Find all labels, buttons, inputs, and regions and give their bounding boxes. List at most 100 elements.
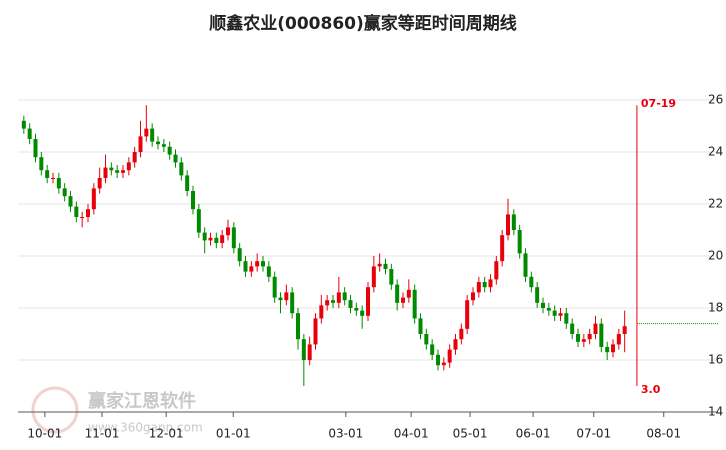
x-tick-label: 03-01 bbox=[328, 427, 363, 441]
candle-body bbox=[27, 128, 32, 139]
candle-body bbox=[482, 282, 487, 288]
candle-body bbox=[91, 188, 96, 210]
candle-body bbox=[97, 178, 102, 189]
watermark-logo bbox=[31, 386, 79, 434]
candle-body bbox=[196, 209, 201, 233]
candle-body bbox=[319, 305, 324, 319]
candle-body bbox=[126, 162, 131, 171]
candle-body bbox=[593, 323, 598, 334]
candle-body bbox=[202, 232, 207, 241]
candle-body bbox=[529, 276, 534, 288]
candle-body bbox=[476, 282, 481, 293]
candle-body bbox=[342, 292, 347, 301]
candle-body bbox=[138, 136, 143, 152]
x-tick-label: 08-01 bbox=[646, 427, 681, 441]
candle-body bbox=[45, 170, 50, 178]
candle-body bbox=[436, 354, 440, 366]
candle-body bbox=[68, 196, 73, 207]
candle-body bbox=[51, 178, 55, 179]
candle-body bbox=[576, 334, 580, 342]
candle-body bbox=[412, 289, 417, 319]
candle-body bbox=[506, 214, 510, 236]
candle-body bbox=[173, 154, 178, 163]
candle-body bbox=[214, 237, 219, 243]
candle-body bbox=[418, 318, 423, 334]
candle-body bbox=[272, 276, 277, 298]
candle-body bbox=[33, 139, 38, 158]
candle-body bbox=[56, 178, 61, 189]
y-tick-label: 24 bbox=[708, 145, 723, 159]
candle-body bbox=[156, 141, 160, 145]
candle-body bbox=[220, 235, 225, 243]
candle-body bbox=[191, 191, 195, 210]
candle-body bbox=[523, 253, 528, 277]
candle-body bbox=[622, 326, 627, 334]
candle-body bbox=[231, 227, 236, 249]
candle-body bbox=[447, 349, 452, 363]
watermark-url: www.360gann.com bbox=[88, 421, 203, 435]
candle-body bbox=[401, 297, 405, 303]
candle-body bbox=[465, 300, 470, 329]
candle-body bbox=[132, 152, 137, 163]
candle-body bbox=[290, 292, 295, 314]
candle-body bbox=[237, 248, 242, 262]
candle-body bbox=[109, 167, 114, 171]
candle-body bbox=[208, 237, 213, 241]
candle-body bbox=[517, 230, 522, 254]
y-tick-label: 18 bbox=[708, 301, 723, 315]
candle-body bbox=[383, 263, 388, 269]
candle-body bbox=[360, 310, 365, 316]
y-tick-label: 16 bbox=[708, 353, 723, 367]
candle-body bbox=[366, 287, 370, 316]
candle-body bbox=[266, 266, 271, 277]
candle-body bbox=[121, 170, 125, 173]
candle-body bbox=[103, 167, 108, 178]
candle-body bbox=[389, 269, 394, 285]
candle-body bbox=[296, 313, 300, 340]
x-tick-label: 11-01 bbox=[85, 427, 120, 441]
candle-body bbox=[406, 289, 411, 298]
x-tick-label: 10-01 bbox=[27, 427, 62, 441]
candle-body bbox=[21, 120, 26, 129]
candle-body bbox=[348, 300, 353, 308]
y-tick-label: 26 bbox=[708, 93, 723, 107]
y-tick-label: 20 bbox=[708, 249, 723, 263]
candle-body bbox=[599, 323, 604, 347]
candle-body bbox=[511, 214, 516, 230]
cycle-date: 07-19 bbox=[641, 97, 676, 110]
x-tick-label: 12-01 bbox=[149, 427, 184, 441]
candle-body bbox=[488, 279, 493, 288]
candle-body bbox=[424, 334, 429, 345]
candle-body bbox=[471, 292, 475, 301]
candle-body bbox=[80, 217, 85, 218]
candle-body bbox=[86, 209, 90, 217]
candle-body bbox=[336, 292, 341, 303]
candle-body bbox=[581, 339, 586, 342]
x-tick-label: 06-01 bbox=[516, 427, 551, 441]
candle-body bbox=[564, 313, 569, 324]
candle-body bbox=[453, 339, 458, 350]
candle-body bbox=[570, 323, 575, 334]
y-tick-label: 22 bbox=[708, 197, 723, 211]
candle-body bbox=[313, 318, 318, 345]
candle-body bbox=[62, 188, 67, 197]
cycle-value: 3.0 bbox=[641, 383, 661, 396]
candle-body bbox=[161, 144, 166, 147]
candle-body bbox=[546, 308, 551, 311]
candle-body bbox=[611, 344, 615, 353]
candle-body bbox=[616, 334, 621, 345]
candle-body bbox=[150, 128, 155, 142]
candle-body bbox=[558, 313, 563, 316]
candle-body bbox=[395, 284, 400, 303]
candle-body bbox=[74, 206, 79, 217]
candle-body bbox=[284, 292, 289, 301]
candle-body bbox=[552, 310, 557, 316]
candle-body bbox=[243, 261, 248, 272]
candle-body bbox=[459, 328, 464, 340]
candle-body bbox=[261, 261, 265, 267]
candle-body bbox=[494, 261, 499, 280]
chart-title: 顺鑫农业(000860)赢家等距时间周期线 bbox=[209, 13, 517, 34]
candle-body bbox=[301, 339, 306, 360]
x-tick-label: 01-01 bbox=[216, 427, 251, 441]
candle-body bbox=[115, 170, 120, 173]
